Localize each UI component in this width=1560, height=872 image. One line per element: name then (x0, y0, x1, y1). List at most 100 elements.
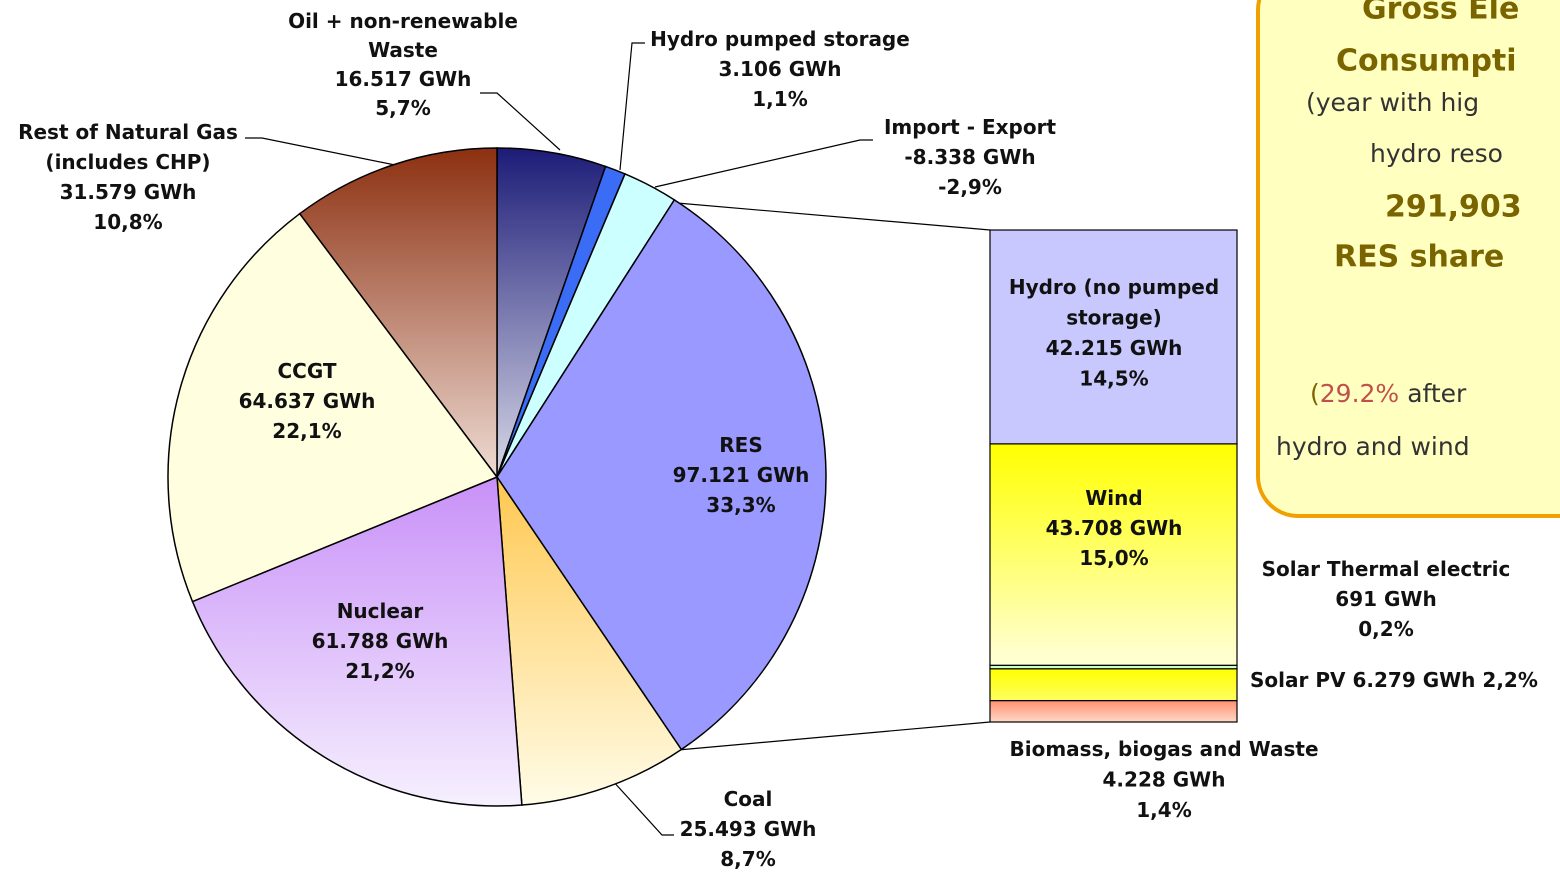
data-label: 42.215 GWh (1046, 336, 1183, 360)
label-part: 31.579 GWh (60, 180, 197, 204)
data-label: 15,0% (1079, 546, 1148, 570)
note-text: (year with hig (1306, 88, 1479, 117)
label-part: 6.279 GWh (1352, 668, 1475, 692)
data-label: Coal (724, 787, 773, 811)
bar-segment (989, 443, 1238, 666)
note-text: hydro and wind (1276, 432, 1470, 461)
data-label: 33,3% (706, 493, 775, 517)
label-part: 43.708 GWh (1046, 516, 1183, 540)
data-label: Wind (1085, 486, 1142, 510)
data-label: Nuclear (337, 599, 424, 623)
label-part: Solar PV (1250, 668, 1346, 692)
label-part: Rest of Natural Gas (18, 120, 238, 144)
data-label: 0,2% (1358, 617, 1413, 641)
label-part: Hydro (no pumped (1009, 275, 1219, 299)
connector (619, 42, 645, 171)
bar-segment (989, 229, 1238, 445)
data-label: (includes CHP) (45, 150, 210, 174)
label-part: 4.228 GWh (1103, 767, 1226, 791)
label-part: Import - Export (884, 115, 1056, 139)
data-label: -2,9% (938, 175, 1002, 199)
pie-slice (167, 212, 499, 603)
label-part: 61.788 GWh (312, 629, 449, 653)
label-part: 5,7% (375, 96, 430, 120)
label-part: -8.338 GWh (904, 145, 1035, 169)
data-label: 16.517 GWh (335, 67, 472, 91)
label-part: 2,2% (1482, 668, 1537, 692)
data-label: 3.106 GWh (719, 57, 842, 81)
data-label: 4.228 GWh (1103, 767, 1226, 791)
label-part: 33,3% (706, 493, 775, 517)
label-part: 3.106 GWh (719, 57, 842, 81)
data-label: 21,2% (345, 659, 414, 683)
data-label: 14,5% (1079, 366, 1148, 390)
data-label: Hydro pumped storage (650, 27, 910, 51)
connector (676, 202, 991, 231)
label-part: 1,4% (1136, 798, 1191, 822)
note-text: (29.2% after (1310, 379, 1467, 408)
note-part: ( (1310, 379, 1320, 408)
note-part: after (1407, 379, 1467, 408)
data-label: 31.579 GWh (60, 180, 197, 204)
data-label: -8.338 GWh (904, 145, 1035, 169)
label-part: Coal (724, 787, 773, 811)
data-label: RES (719, 433, 762, 457)
bar-segment (989, 668, 1238, 702)
label-part: 97.121 GWh (673, 463, 810, 487)
data-label: 8,7% (720, 847, 775, 871)
data-label: CCGT (277, 359, 336, 383)
data-label: Solar PV 6.279 GWh 2,2% (1250, 668, 1538, 692)
data-label: Oil + non-renewable (288, 9, 518, 33)
note-text: 291,903 (1385, 190, 1522, 225)
data-label: 25.493 GWh (680, 817, 817, 841)
data-label: Waste (368, 38, 438, 62)
label-part: 42.215 GWh (1046, 336, 1183, 360)
label-part: 691 GWh (1335, 587, 1436, 611)
connector (654, 139, 873, 188)
label-part: -2,9% (938, 175, 1002, 199)
label-part: 0,2% (1358, 617, 1413, 641)
label-part: 8,7% (720, 847, 775, 871)
note-box (1256, 0, 1560, 518)
label-part: CCGT (277, 359, 336, 383)
data-label: 61.788 GWh (312, 629, 449, 653)
pie-slice (191, 475, 523, 807)
pie-slice (496, 198, 827, 751)
label-part: RES (719, 433, 762, 457)
label-part: Solar Thermal electric (1262, 557, 1511, 581)
note-text: hydro reso (1370, 139, 1503, 168)
label-part: storage) (1066, 305, 1162, 329)
note-part: 29.2% (1320, 379, 1399, 408)
label-part: 14,5% (1079, 366, 1148, 390)
data-label: Rest of Natural Gas (18, 120, 238, 144)
label-part: Wind (1085, 486, 1142, 510)
pie-slice (496, 474, 683, 806)
note-text: Consumpti (1336, 44, 1517, 79)
bar-segment (989, 699, 1238, 723)
data-label: 43.708 GWh (1046, 516, 1183, 540)
data-label: 10,8% (93, 210, 162, 234)
label-part: Oil + non-renewable (288, 9, 518, 33)
data-label: Import - Export (884, 115, 1056, 139)
data-label: 691 GWh (1335, 587, 1436, 611)
data-label: 5,7% (375, 96, 430, 120)
label-part: Waste (368, 38, 438, 62)
data-label: Hydro (no pumped (1009, 275, 1219, 299)
label-part: 15,0% (1079, 546, 1148, 570)
label-part: Nuclear (337, 599, 424, 623)
note-text: Gross Ele (1362, 0, 1519, 27)
data-label: 22,1% (272, 419, 341, 443)
data-label: storage) (1066, 305, 1162, 329)
data-label: 1,1% (752, 87, 807, 111)
note-text: RES share (1334, 240, 1504, 275)
data-label: 97.121 GWh (673, 463, 810, 487)
data-label: 1,4% (1136, 798, 1191, 822)
pie-slice (298, 147, 498, 480)
label-part: 25.493 GWh (680, 817, 817, 841)
label-part: 22,1% (272, 419, 341, 443)
label-part: Biomass, biogas and Waste (1009, 737, 1318, 761)
connector (611, 779, 674, 836)
data-label: 64.637 GWh (239, 389, 376, 413)
